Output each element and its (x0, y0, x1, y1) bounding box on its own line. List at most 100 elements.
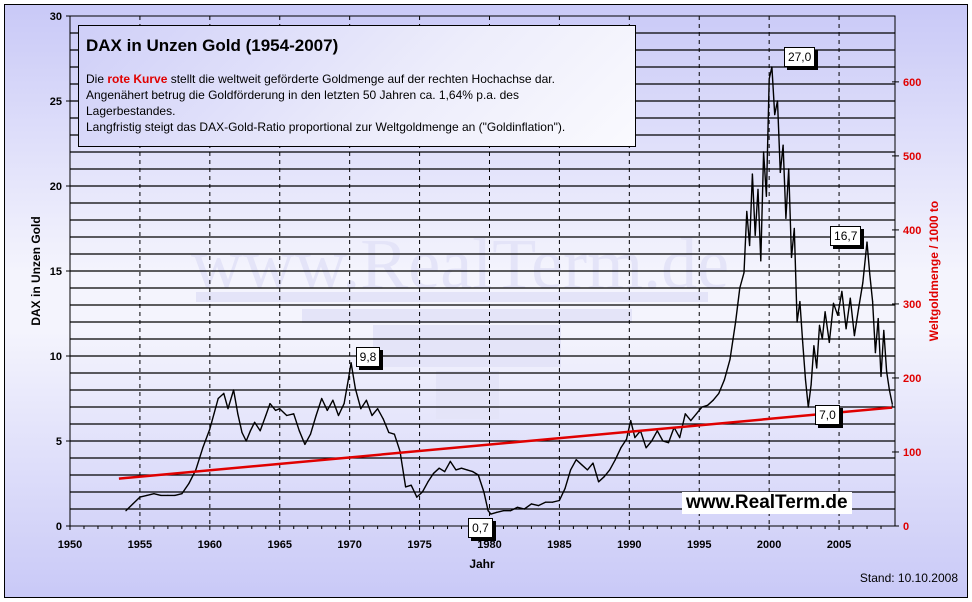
info-line-1: Die rote Kurve stellt die weltweit geför… (86, 71, 635, 87)
data-point (597, 481, 600, 483)
data-point (160, 494, 162, 496)
info-box: DAX in Unzen Gold (1954-2007) Die rote K… (78, 25, 636, 147)
data-point (427, 481, 429, 483)
data-point (788, 168, 790, 170)
watermark-bar (196, 292, 708, 302)
data-point (630, 420, 632, 422)
y-tick-label: 25 (50, 96, 62, 108)
data-point (490, 513, 492, 515)
data-point (249, 430, 251, 432)
data-point (421, 491, 423, 493)
data-point (202, 447, 204, 449)
data-point (849, 297, 851, 299)
data-point (237, 413, 239, 415)
data-point (793, 227, 795, 230)
y2-tick-label: 100 (903, 447, 921, 459)
data-point (253, 421, 256, 423)
data-point (269, 403, 271, 405)
data-point (810, 384, 812, 386)
data-point (679, 437, 681, 439)
data-point (209, 428, 211, 430)
data-point (371, 414, 373, 417)
data-point (332, 399, 334, 401)
data-point (739, 287, 741, 289)
data-point (804, 379, 807, 381)
data-label-callout: 0,7 (468, 518, 493, 539)
y2-tick-label: 0 (903, 521, 909, 533)
data-point (293, 413, 295, 415)
data-point (483, 491, 485, 493)
data-point (748, 244, 751, 247)
info-line-1-prefix: Die (86, 72, 108, 86)
data-point (662, 440, 664, 442)
x-tick-label: 1975 (407, 539, 431, 551)
y-tick-label: 15 (50, 266, 62, 278)
data-point (821, 338, 823, 340)
data-point (181, 493, 183, 495)
x-axis: 1950 1955 1960 1965 1970 1975 1980 1985 1990 1995… (58, 525, 895, 551)
data-point (828, 341, 830, 343)
data-point (762, 151, 765, 153)
data-point (174, 494, 176, 496)
info-line-2: Angenähert betrug die Goldförderung in d… (86, 88, 519, 102)
data-point (782, 144, 784, 146)
data-point (382, 418, 384, 420)
data-point (695, 413, 698, 415)
data-point (841, 290, 843, 292)
data-point (544, 501, 547, 503)
data-point (837, 314, 839, 316)
info-line-4: Langfristig steigt das DAX-Gold-Ratio pr… (86, 120, 566, 134)
data-point (466, 469, 468, 471)
y-axis-label: DAX in Unzen Gold (29, 216, 43, 325)
data-point (551, 501, 554, 503)
data-point (477, 474, 479, 476)
x-tick-label: 1980 (477, 539, 501, 551)
data-point (667, 442, 670, 444)
data-point (213, 413, 215, 415)
data-point (569, 469, 572, 471)
data-point (188, 482, 190, 485)
data-point (765, 195, 767, 197)
data-point (645, 447, 647, 449)
data-point (888, 389, 891, 391)
watermark-bar (436, 371, 499, 419)
data-point (684, 413, 686, 415)
data-point (509, 510, 512, 512)
y2-tick-label: 200 (903, 373, 921, 385)
y-tick-label: 30 (50, 11, 62, 23)
data-point (575, 459, 577, 461)
series-goldmenge-line (118, 406, 893, 480)
y2-axis-label: Weltgoldmenge / 1000 to (927, 201, 941, 341)
data-point (265, 414, 267, 417)
data-point (146, 494, 148, 496)
data-point (634, 437, 636, 439)
data-point (832, 302, 835, 304)
data-point (816, 367, 818, 369)
data-point (274, 409, 277, 411)
data-point (558, 499, 561, 502)
data-point (877, 318, 879, 320)
x-tick-label: 2005 (827, 539, 851, 551)
y2-tick-label: 500 (903, 151, 921, 163)
y2-tick-label: 600 (903, 77, 921, 89)
data-point (286, 414, 288, 417)
data-point (223, 392, 225, 394)
data-point (799, 301, 801, 303)
data-point (651, 440, 653, 442)
data-point (743, 272, 745, 274)
data-point (167, 494, 169, 496)
data-point (337, 414, 340, 417)
data-point (581, 464, 583, 466)
data-point (360, 408, 362, 410)
data-point (620, 447, 622, 449)
data-point (388, 431, 390, 434)
data-point (746, 210, 748, 213)
data-point (523, 508, 526, 510)
y-tick-label: 10 (50, 351, 62, 363)
data-point (858, 307, 860, 309)
brand-label: www.RealTerm.de (682, 492, 852, 514)
data-point (845, 328, 847, 330)
data-label-callout: 16,7 (830, 226, 862, 247)
data-point (377, 408, 379, 410)
data-point (241, 431, 243, 434)
